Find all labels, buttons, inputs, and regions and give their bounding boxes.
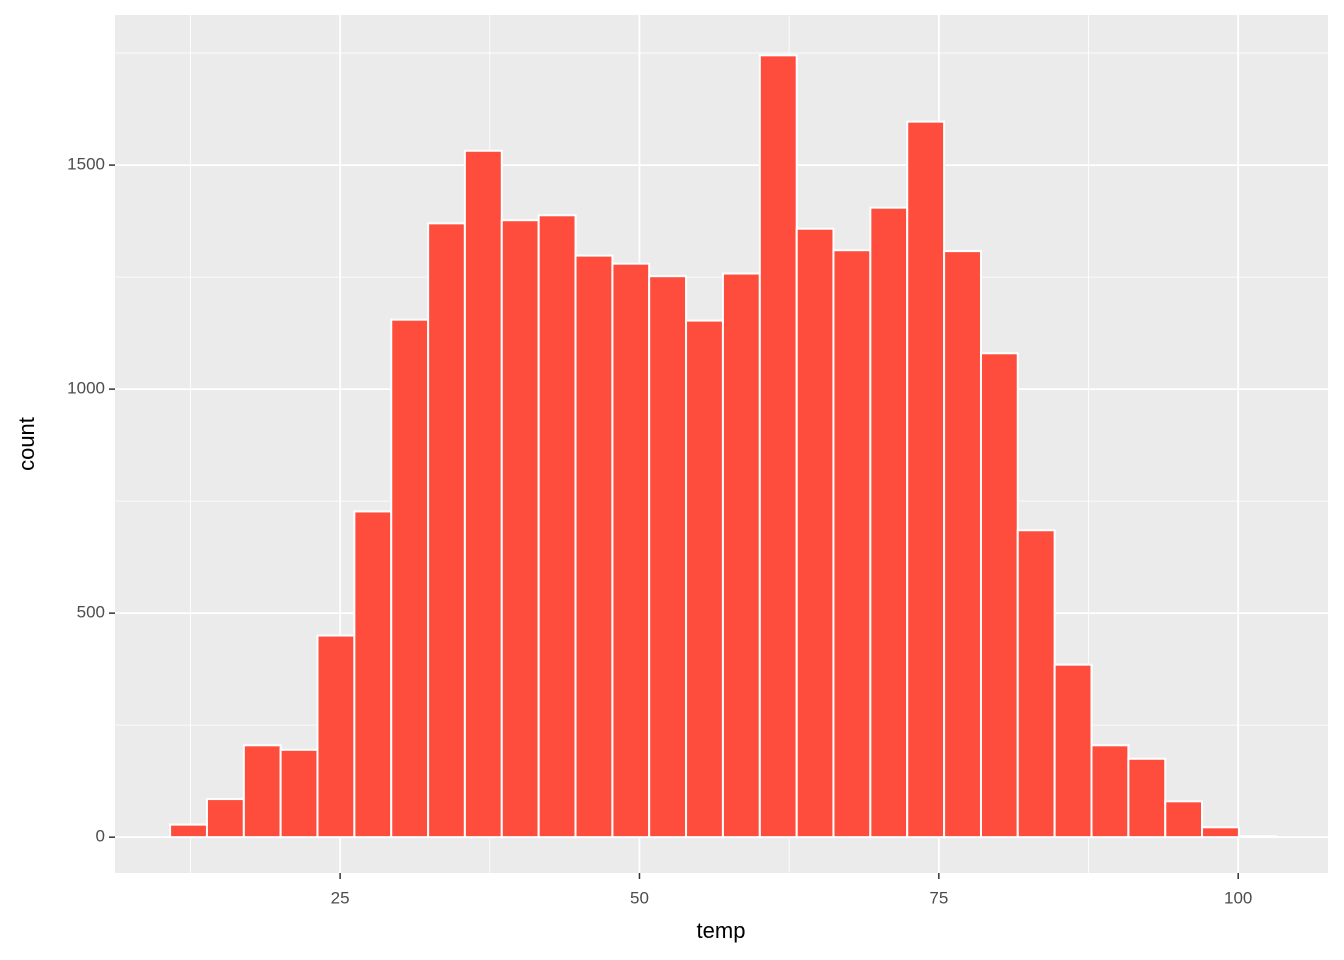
y-tick-label: 0 [96,827,105,846]
bar [1164,800,1204,839]
bar [279,748,319,839]
bar [943,250,982,839]
bar [1016,529,1056,839]
bar [1053,663,1093,839]
bar [500,219,540,839]
bar [869,206,909,839]
y-tick-label: 500 [77,603,105,622]
bar [1127,757,1167,839]
bar [1201,826,1240,839]
bar [463,149,503,839]
y-axis-title: count [14,417,39,471]
x-axis-title: temp [697,918,746,943]
bar [574,254,614,839]
bar [979,352,1019,839]
bar [427,222,466,839]
y-tick-label: 1500 [67,155,105,174]
bar [169,823,208,839]
x-tick-label: 25 [331,888,350,907]
bar [1237,835,1277,839]
bar [795,227,835,839]
x-tick-label: 75 [929,888,948,907]
bar [685,319,724,839]
bar [205,798,245,839]
x-tick-label: 50 [630,888,649,907]
bar [721,272,761,839]
bar [353,510,393,839]
bar [648,275,688,839]
x-tick-label: 100 [1224,888,1252,907]
bar [242,744,282,839]
y-tick-label: 1000 [67,379,105,398]
bar [316,634,356,839]
bar [758,54,798,839]
bar [1090,744,1130,839]
bar [537,214,577,839]
bar [390,318,430,839]
bar [906,120,946,839]
bar [832,249,872,839]
bar [611,262,651,839]
